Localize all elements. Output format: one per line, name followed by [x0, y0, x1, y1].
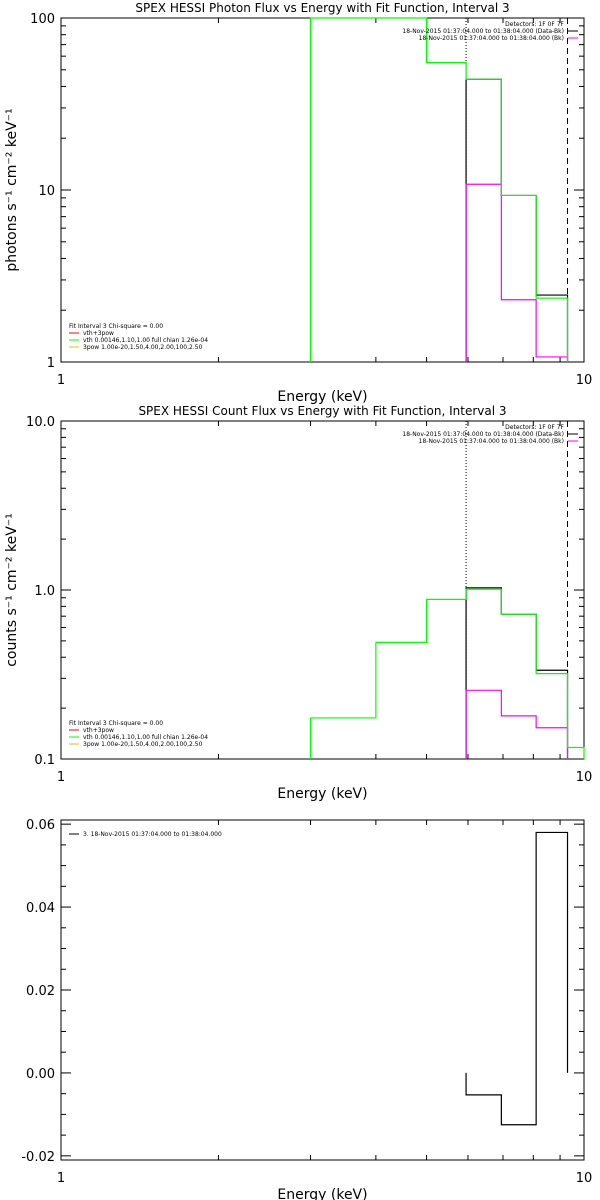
- chart-title: SPEX HESSI Count Flux vs Energy with Fit…: [138, 404, 506, 418]
- y-tick-label: 1: [47, 356, 55, 371]
- legend-entry: 18-Nov-2015 01:37:04.000 to 01:38:04.000…: [419, 35, 564, 42]
- legend-entry: 18-Nov-2015 01:37:04.000 to 01:38:04.000…: [402, 431, 564, 438]
- x-axis-label: Energy (keV): [277, 786, 367, 802]
- x-tick-label: 1: [57, 373, 65, 388]
- y-axis-label: photons s⁻¹ cm⁻² keV⁻¹: [4, 108, 20, 271]
- x-tick-label: 10: [576, 1171, 593, 1186]
- y-tick-label: 0.00: [26, 1067, 55, 1082]
- legend-entry: 3. 18-Nov-2015 01:37:04.000 to 01:38:04.…: [83, 831, 222, 838]
- legend-entry: 18-Nov-2015 01:37:04.000 to 01:38:04.000…: [419, 438, 564, 445]
- series-1-line: [465, 78, 569, 362]
- plot-frame: [60, 420, 585, 760]
- chart-panel-2: 1 10 0.1 1.0 10.0 SPEX HESSI Count Flux vs En…: [4, 404, 592, 802]
- y-tick-label: 0.1: [34, 753, 55, 768]
- fit-legend-entry: Fit Interval 3 Chi-square = 0.00: [69, 720, 163, 727]
- legend-entry: Detectors: 1F 0F 7F: [505, 424, 564, 431]
- plot-frame: [60, 17, 585, 363]
- y-axis-label: counts s⁻¹ cm⁻² keV⁻¹: [4, 513, 20, 667]
- chart-title: SPEX HESSI Photon Flux vs Energy with Fi…: [135, 1, 509, 15]
- legend-entry: Detectors: 1F 0F 7F: [505, 21, 564, 28]
- y-tick-label: -0.02: [21, 1150, 55, 1165]
- plot-frame: [60, 819, 585, 1161]
- fit-legend-entry: 3pow 1.00e-20,1.50,4.00,2.00,100,2.50: [83, 741, 203, 748]
- series-3-line: [309, 17, 569, 362]
- series-2-line: [465, 689, 569, 759]
- x-tick-label: 10: [576, 770, 593, 785]
- series-3-line: [309, 588, 585, 759]
- fit-legend-entry: vth 0.00146,1.10,1.00 full chian 1.26e-0…: [83, 337, 208, 344]
- chart-panel-3: 1 10 -0.02 0.00 0.02 0.04 0.06 Energy (keV) 3. 1…: [21, 818, 592, 1200]
- x-axis-label: Energy (keV): [277, 389, 367, 405]
- series-2-line: [465, 183, 569, 362]
- fit-legend-entry: vth+3pow: [83, 330, 114, 337]
- fit-legend-entry: 3pow 1.00e-20,1.50,4.00,2.00,100,2.50: [83, 344, 203, 351]
- fit-legend-entry: vth 0.00146,1.10,1.00 full chian 1.26e-0…: [83, 734, 208, 741]
- y-tick-label: 10: [38, 184, 55, 199]
- x-tick-label: 1: [57, 770, 65, 785]
- x-tick-label: 10: [576, 373, 593, 388]
- fit-legend-entry: Fit Interval 3 Chi-square = 0.00: [69, 323, 163, 330]
- y-tick-label: 0.02: [26, 984, 55, 999]
- x-axis-label: Energy (keV): [277, 1187, 367, 1200]
- chart-panel-1: 1 10 1 10 100 SPEX HESSI Photon Flux vs Energ…: [4, 1, 592, 405]
- legend-entry: 18-Nov-2015 01:37:04.000 to 01:38:04.000…: [402, 28, 564, 35]
- x-tick-label: 1: [57, 1171, 65, 1186]
- y-tick-label: 1.0: [34, 584, 55, 599]
- series-1-line: [465, 831, 569, 1126]
- fit-legend-entry: vth+3pow: [83, 727, 114, 734]
- y-tick-label: 0.06: [26, 818, 55, 833]
- y-tick-label: 100: [30, 12, 55, 27]
- y-tick-label: 0.04: [26, 901, 55, 916]
- y-tick-label: 10.0: [26, 415, 55, 430]
